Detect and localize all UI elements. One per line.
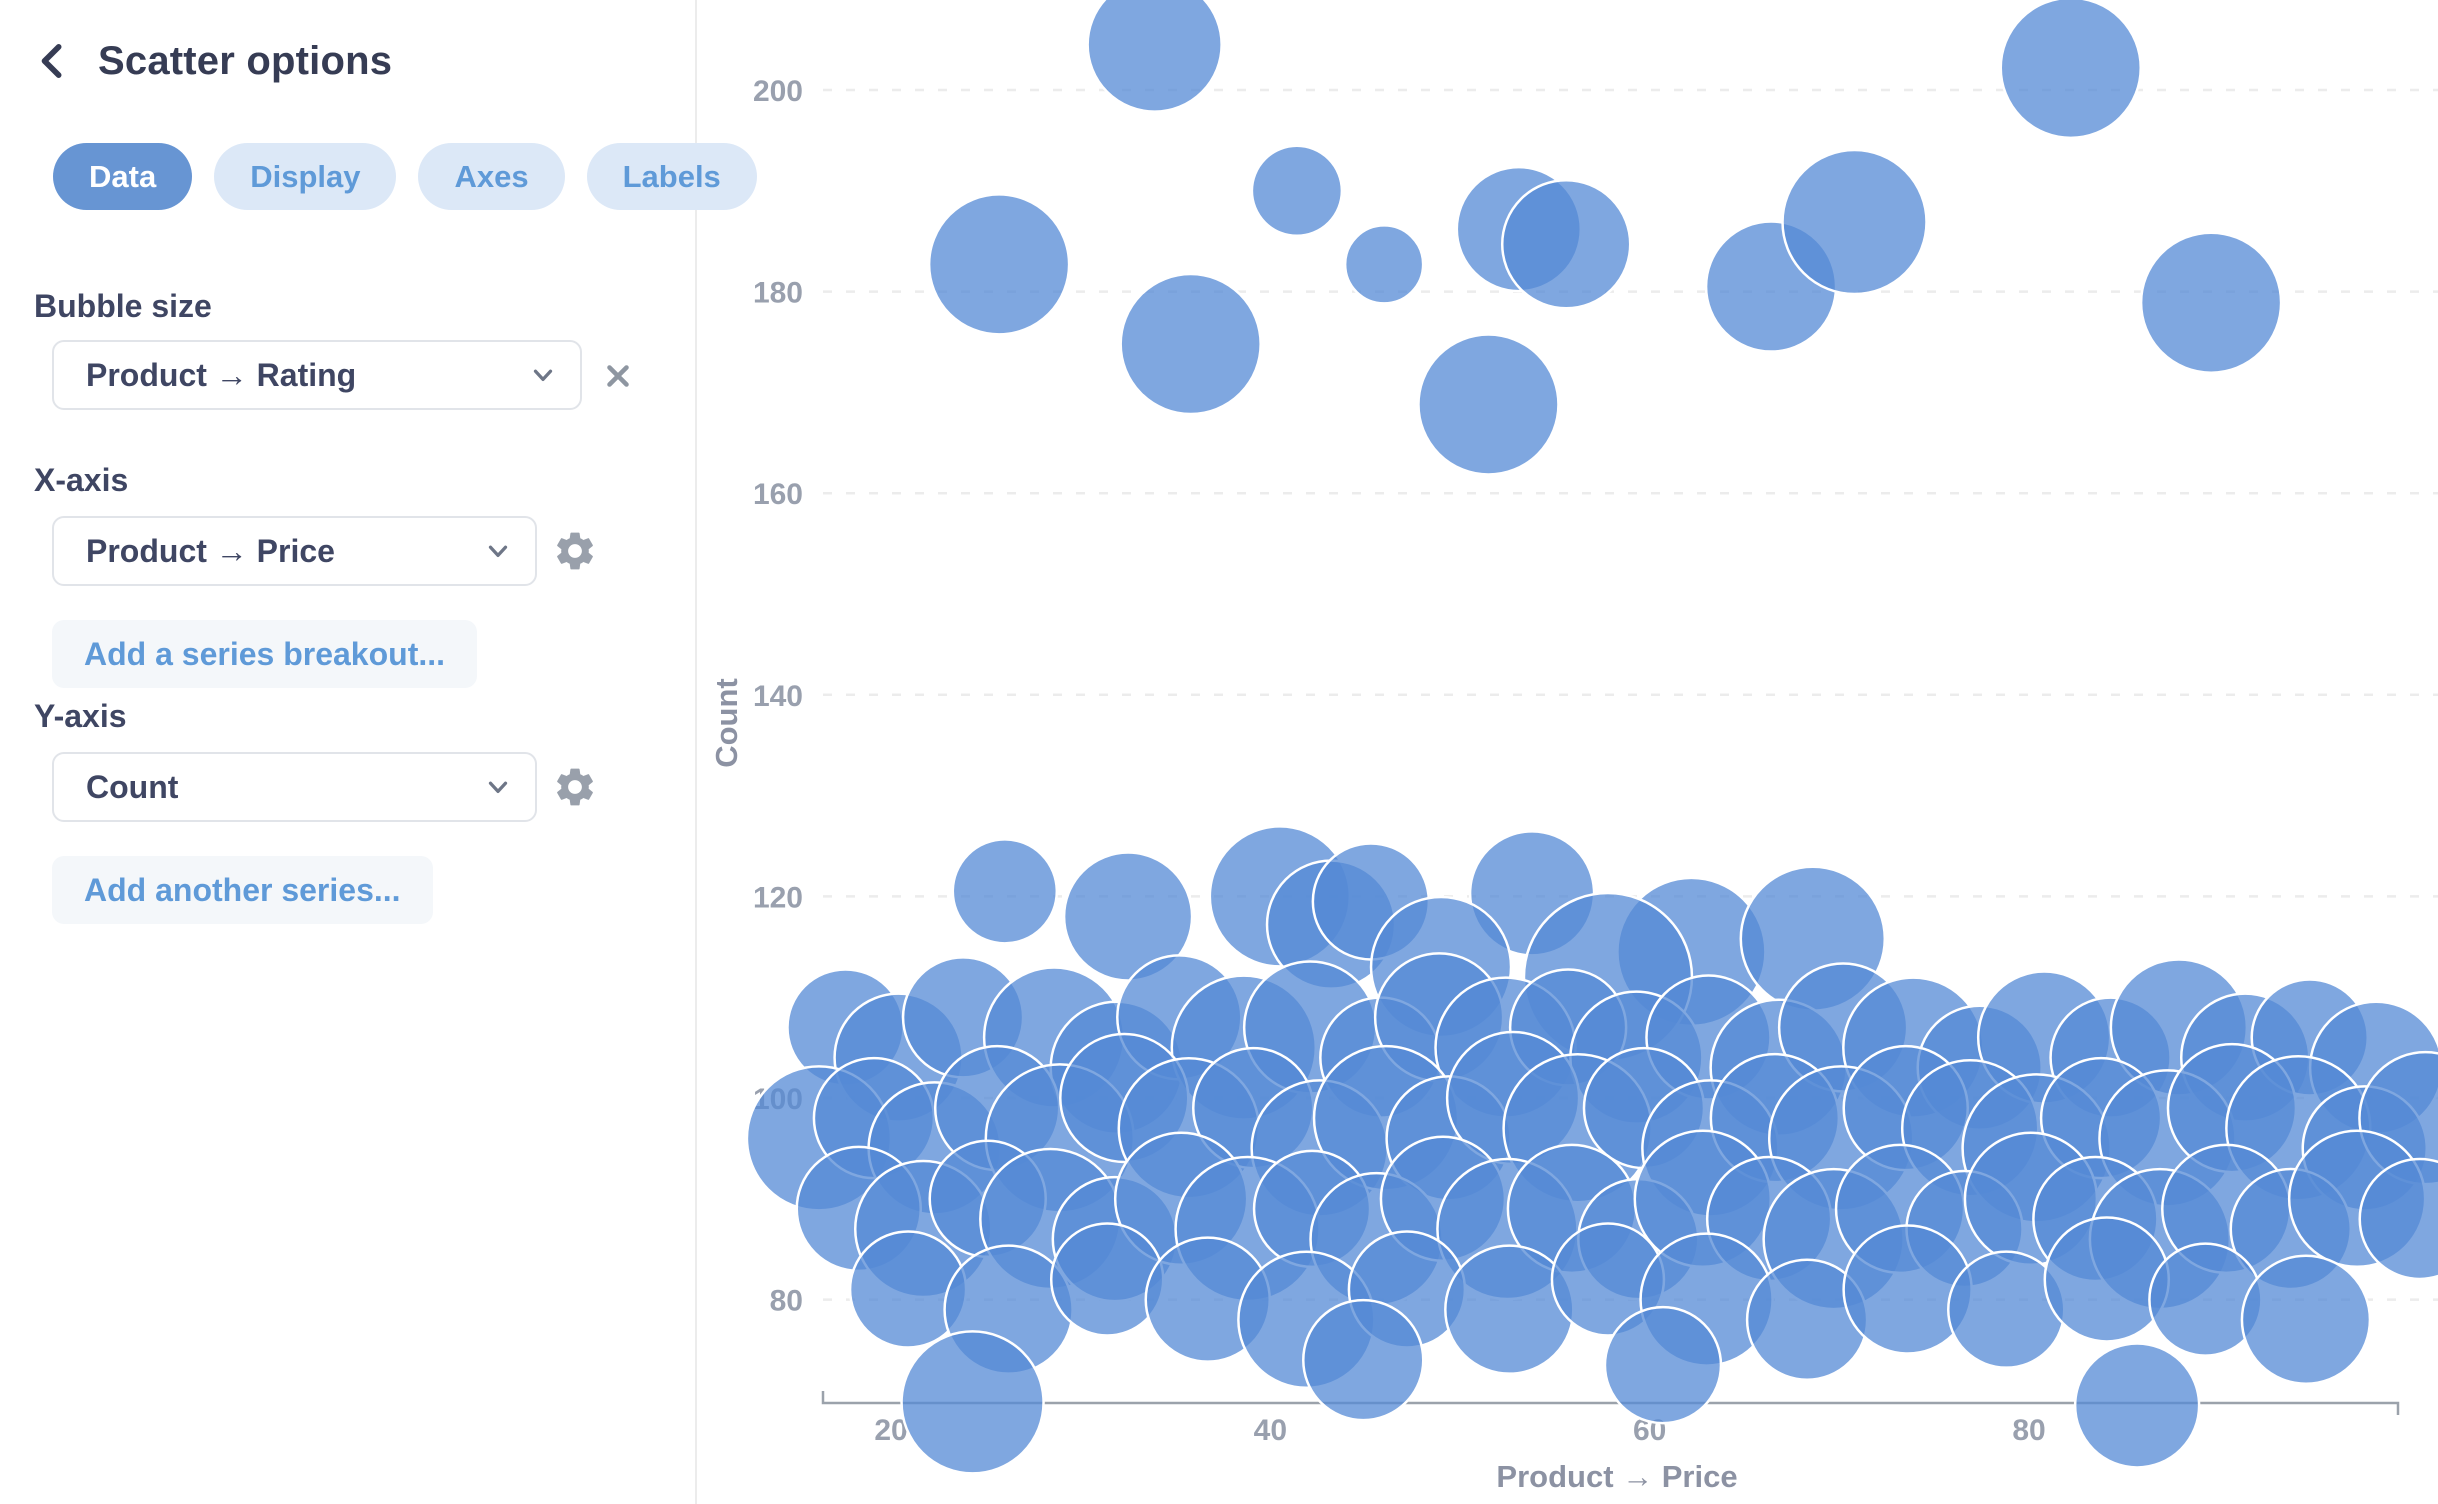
scatter-options-sidebar: Scatter options Data Display Axes Labels… <box>0 0 757 1504</box>
bubble <box>2358 1157 2438 1281</box>
y-axis-select[interactable]: Count <box>52 752 537 822</box>
x-tick-label: 80 <box>2012 1414 2045 1447</box>
bubble <box>1417 333 1560 476</box>
bubble <box>2240 1254 2372 1386</box>
x-axis-label: X-axis <box>34 462 129 498</box>
bubble <box>1603 1305 1723 1425</box>
bubble <box>900 1330 1045 1475</box>
y-tick-label: 120 <box>753 881 803 914</box>
y-tick-label: 160 <box>753 478 803 511</box>
y-tick-label: 80 <box>770 1285 803 1318</box>
bubble <box>1086 0 1223 113</box>
chart-area: 8010012014016018020020406080Product → Pr… <box>697 0 2438 1504</box>
chevron-down-icon <box>483 772 513 802</box>
gear-icon <box>552 764 598 810</box>
y-tick-label: 200 <box>753 75 803 108</box>
bubble <box>1343 224 1425 305</box>
bubble <box>2043 1216 2171 1343</box>
bubble <box>2139 231 2283 374</box>
add-another-series-button[interactable]: Add another series... <box>52 856 433 924</box>
y-tick-label: 140 <box>753 680 803 713</box>
x-axis-settings-button[interactable] <box>551 527 599 575</box>
x-axis-select[interactable]: Product → Price <box>52 516 537 586</box>
back-button[interactable] <box>30 38 76 84</box>
bubble <box>1302 1298 1425 1422</box>
sidebar-header: Scatter options <box>30 38 392 84</box>
x-axis-title: Product → Price <box>1496 1459 1737 1494</box>
tab-display[interactable]: Display <box>214 143 397 210</box>
bubble <box>1119 272 1262 416</box>
bubble-series <box>745 0 2438 1475</box>
tab-axes[interactable]: Axes <box>418 143 565 210</box>
options-tabs: Data Display Axes Labels <box>53 143 757 210</box>
y-tick-label: 180 <box>753 277 803 310</box>
remove-bubble-size-button[interactable] <box>598 356 638 396</box>
y-axis-title: Count <box>709 678 744 768</box>
bubble <box>1781 148 1928 296</box>
chevron-down-icon <box>483 536 513 566</box>
x-tick-label: 40 <box>1254 1414 1287 1447</box>
bubble <box>1250 144 1344 238</box>
x-tick-label: 20 <box>874 1414 907 1447</box>
y-axis-value: Count <box>86 768 179 805</box>
y-axis-label: Y-axis <box>34 698 127 734</box>
chevron-down-icon <box>528 360 558 390</box>
chevron-left-icon <box>36 41 70 81</box>
bubble <box>1500 178 1632 310</box>
y-axis-settings-button[interactable] <box>551 763 599 811</box>
bubble <box>1999 0 2142 140</box>
close-icon <box>601 359 635 393</box>
bubble <box>2073 1342 2201 1469</box>
page-title: Scatter options <box>98 38 393 83</box>
bubble <box>927 193 1071 336</box>
bubble <box>1049 1222 1165 1337</box>
bubble-size-value: Product → Rating <box>86 356 357 393</box>
bubble-chart: 8010012014016018020020406080Product → Pr… <box>709 0 2438 1494</box>
x-axis-value: Product → Price <box>86 532 335 569</box>
bubble-size-select[interactable]: Product → Rating <box>52 340 582 410</box>
bubble-size-label: Bubble size <box>34 288 212 324</box>
tab-labels[interactable]: Labels <box>586 143 757 210</box>
add-series-breakout-button[interactable]: Add a series breakout... <box>52 620 478 688</box>
gear-icon <box>552 528 598 574</box>
bubble <box>951 838 1059 945</box>
tab-data[interactable]: Data <box>53 143 193 210</box>
